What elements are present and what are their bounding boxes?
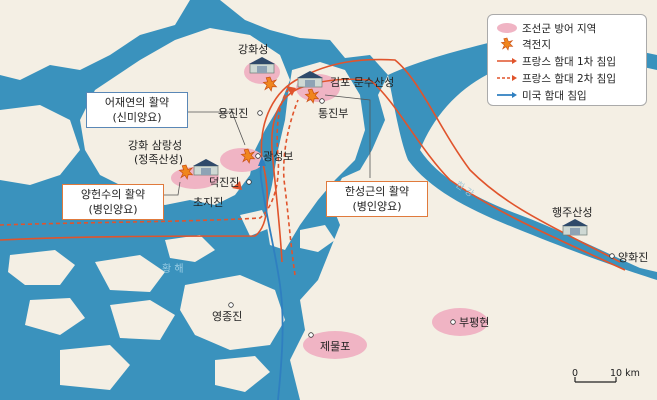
route-french-arrowhead-2 xyxy=(286,86,296,96)
map-legend: 조선군 방어 지역 격전지 프랑스 함대 1차 침입 프랑스 함대 2차 침입 … xyxy=(487,14,647,106)
scale-zero: 0 xyxy=(572,368,579,379)
label-haengjusanseong: 행주산성 xyxy=(552,206,592,219)
island-e xyxy=(60,345,130,390)
north-land-2 xyxy=(220,0,330,40)
callout-line-yang xyxy=(160,181,181,196)
island-h xyxy=(300,225,335,252)
yeongjong-island xyxy=(180,275,285,350)
route-french-2nd-b xyxy=(282,99,299,276)
island-b xyxy=(95,255,165,292)
callout-eo-sub: (신미양요) xyxy=(112,111,162,124)
place-dot-icon xyxy=(609,253,615,259)
island-d xyxy=(110,300,175,340)
north-land xyxy=(0,0,190,80)
label-yeongjongjin: 영종진 xyxy=(212,310,242,323)
callout-han-title: 한성근의 활약 xyxy=(344,185,410,198)
blue-arrow-icon xyxy=(497,92,517,98)
label-jemulpo: 제물포 xyxy=(320,340,350,353)
callout-eo-title: 어재연의 활약 xyxy=(104,96,170,109)
scale-bar: 0 10 km xyxy=(572,368,647,392)
label-yongjinjin: 용진진 xyxy=(218,107,248,120)
defense-area-gwangseong xyxy=(220,148,264,172)
defense-area-jemulpo xyxy=(303,331,367,359)
legend-row-french-2nd: 프랑스 함대 2차 침입 xyxy=(488,70,646,86)
label-ganghwaseong: 강화성 xyxy=(238,43,268,56)
place-dot-icon xyxy=(319,98,325,104)
legend-french-2nd-label: 프랑스 함대 2차 침입 xyxy=(522,72,616,85)
legend-defense-label: 조선군 방어 지역 xyxy=(522,22,597,35)
gimpo-peninsula xyxy=(265,62,365,250)
defense-area-bupyeong xyxy=(432,308,488,336)
label-gwangseongbo: 광성보 xyxy=(263,150,293,163)
legend-row-battle: 격전지 xyxy=(488,36,646,52)
legend-us-label: 미국 함대 침입 xyxy=(522,89,587,102)
island-g xyxy=(215,356,270,392)
dashed-arrow-icon xyxy=(497,75,517,81)
label-chojijin: 초지진 xyxy=(193,196,223,209)
place-dot-icon xyxy=(246,179,252,185)
west-land xyxy=(0,105,80,185)
place-dot-icon xyxy=(450,319,456,325)
label-gimpo-munsu: 김포 문수산성 xyxy=(330,76,394,89)
place-dot-icon xyxy=(255,153,261,159)
legend-french-1st-label: 프랑스 함대 1차 침입 xyxy=(522,55,616,68)
place-dot-icon xyxy=(257,110,263,116)
route-french-2nd xyxy=(0,89,289,226)
route-us xyxy=(259,159,284,400)
legend-row-defense: 조선군 방어 지역 xyxy=(488,20,646,36)
place-dot-icon xyxy=(228,302,234,308)
place-dot-icon xyxy=(308,332,314,338)
callout-han-sub: (병인양요) xyxy=(352,200,402,213)
legend-row-us: 미국 함대 침입 xyxy=(488,87,646,103)
island-a xyxy=(8,250,75,285)
route-us-arrowhead xyxy=(258,156,266,166)
label-deokjinjin: 덕진진 xyxy=(209,176,239,189)
scale-ten: 10 km xyxy=(610,368,640,379)
route-french-1st-b xyxy=(271,78,626,271)
label-yanghwajin: 양화진 xyxy=(618,251,648,264)
island-c xyxy=(25,298,85,335)
label-yellow-sea: 황 해 xyxy=(162,262,184,275)
callout-yang-sub: (병인양요) xyxy=(88,203,138,216)
callout-yang-heonsu: 양헌수의 활약 (병인양요) xyxy=(62,184,164,220)
legend-battle-label: 격전지 xyxy=(522,38,551,51)
route-french-arrowhead xyxy=(232,181,242,190)
callout-han-seonggeun: 한성근의 활약 (병인양요) xyxy=(326,181,428,217)
han-river xyxy=(388,35,657,280)
label-ganghwa-samnang: 강화 삼랑성 (정족산성) xyxy=(128,139,186,166)
label-tongjinbu: 통진부 xyxy=(318,107,348,120)
legend-row-french-1st: 프랑스 함대 1차 침입 xyxy=(488,53,646,69)
island-f xyxy=(165,235,215,262)
callout-eo-jaeyeon: 어재연의 활약 (신미양요) xyxy=(86,92,188,128)
defense-area-swatch-icon xyxy=(497,23,517,33)
label-bupyeonghyeon: 부평현 xyxy=(459,316,489,329)
scale-line xyxy=(574,377,617,383)
callout-yang-title: 양헌수의 활약 xyxy=(80,188,146,201)
solid-arrow-icon xyxy=(497,58,517,64)
battle-burst-icon xyxy=(500,37,514,51)
callout-line-han xyxy=(324,94,371,178)
